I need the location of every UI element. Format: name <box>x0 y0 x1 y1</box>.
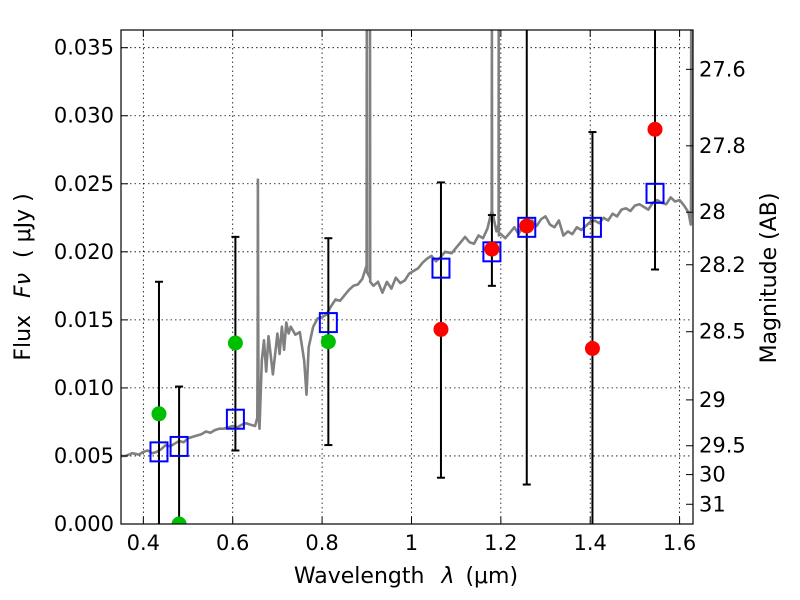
model-photometry-point <box>645 182 665 204</box>
model-photometry-point <box>169 435 189 457</box>
x-tick-label: 1 <box>405 531 418 555</box>
y-tick-label: 0.020 <box>54 240 114 264</box>
marker-layer <box>149 121 665 524</box>
magnitude-axis-label: Magnitude (AB) <box>757 193 782 364</box>
model-photometry-point <box>431 257 451 279</box>
magnitude-tick-label: 28.5 <box>699 320 746 344</box>
observed-flux-point <box>151 406 167 422</box>
observed-flux-point <box>171 516 187 524</box>
observed-flux-point <box>584 340 600 356</box>
magnitude-tick-label: 30 <box>699 463 726 487</box>
magnitude-tick-label: 28.2 <box>699 253 746 277</box>
observed-flux-point <box>227 335 243 351</box>
spectrum-layer <box>121 30 693 458</box>
x-tick-label: 1.2 <box>484 531 517 555</box>
y-tick-label: 0.005 <box>54 444 114 468</box>
y-tick-label: 0.000 <box>54 512 114 536</box>
magnitude-tick-label: 27.6 <box>699 57 746 81</box>
y-tick-label: 0.010 <box>54 376 114 400</box>
grid <box>121 30 693 524</box>
model-photometry-point <box>517 216 537 238</box>
y-axis-label: Flux Fν ( μJy ) <box>11 193 36 360</box>
model-photometry-point <box>318 312 338 334</box>
observed-flux-point <box>519 218 535 234</box>
x-tick-label: 1.4 <box>574 531 607 555</box>
errorbar-layer <box>154 30 660 524</box>
y-tick-label: 0.025 <box>54 172 114 196</box>
x-tick-label: 0.8 <box>305 531 338 555</box>
model-photometry-point <box>225 408 245 430</box>
y-tick-label: 0.015 <box>54 308 114 332</box>
observed-flux-point <box>484 241 500 257</box>
x-tick-label: 1.6 <box>663 531 696 555</box>
magnitude-tick-label: 27.8 <box>699 134 746 158</box>
magnitude-tick-label: 29.5 <box>699 434 746 458</box>
magnitude-tick-label: 28 <box>699 200 726 224</box>
plot-area-frame <box>120 29 694 525</box>
model-photometry-point <box>149 441 169 463</box>
x-tick-label: 0.4 <box>127 531 160 555</box>
observed-flux-point <box>433 321 449 337</box>
model-photometry-point <box>582 216 602 238</box>
x-axis-label: Wavelength λ (μm) <box>294 564 518 589</box>
y-tick-label: 0.035 <box>54 36 114 60</box>
x-tick-label: 0.6 <box>216 531 249 555</box>
tick-layer: 0.4 0.6 0.8 1 1.2 1.4 1.6 0.000 0.005 0.010 0.015 0… <box>54 30 746 555</box>
y-tick-label: 0.030 <box>54 104 114 128</box>
magnitude-tick-label: 29 <box>699 388 726 412</box>
magnitude-tick-label: 31 <box>699 492 726 516</box>
observed-flux-point <box>647 121 663 137</box>
observed-flux-point <box>320 334 336 350</box>
model-spectrum-line <box>121 30 693 458</box>
